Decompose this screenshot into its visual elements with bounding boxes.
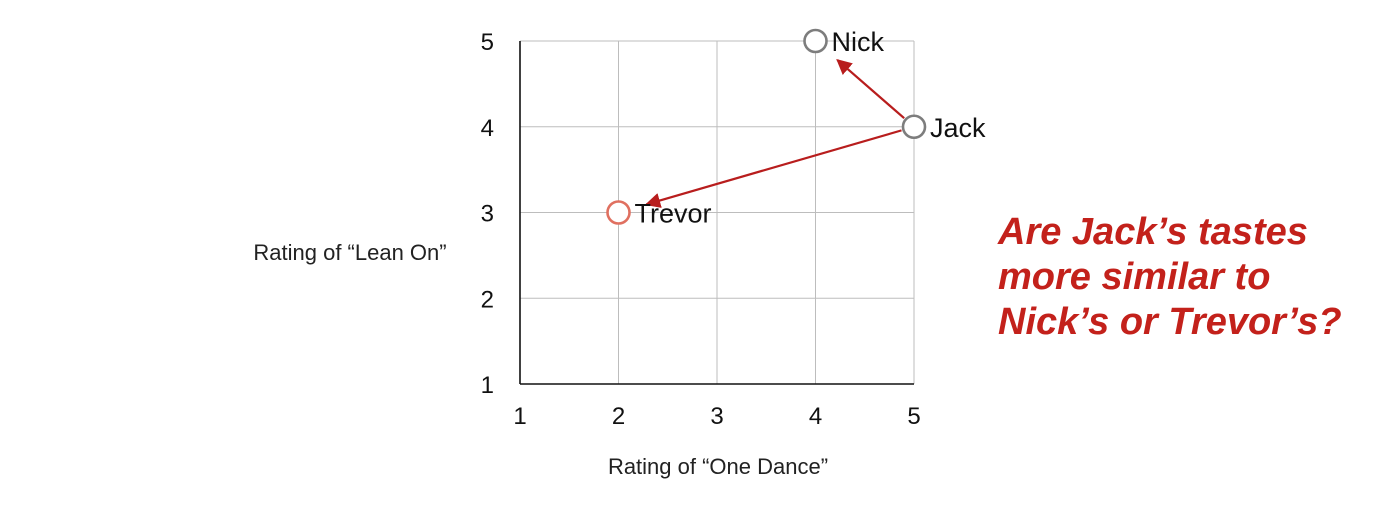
x-tick-label-4: 4 [809, 403, 822, 430]
question-line-3: Nick’s or Trevor’s? [998, 301, 1342, 343]
y-tick-label-5: 5 [481, 29, 494, 56]
x-tick-label-3: 3 [710, 403, 723, 430]
x-tick-label-2: 2 [612, 403, 625, 430]
point-trevor [606, 200, 631, 225]
scatter-chart: 1 2 3 4 5 1 2 3 4 5 Nick Jack Trevor Rating of “One… [253, 27, 986, 479]
point-label-trevor: Trevor [635, 199, 712, 229]
point-nick [803, 28, 828, 54]
y-tick-label-3: 3 [481, 201, 494, 228]
x-tick-label-5: 5 [907, 403, 920, 430]
y-tick-label-1: 1 [481, 372, 494, 399]
x-axis-label: Rating of “One Dance” [608, 454, 828, 479]
tick-labels: 1 2 3 4 5 1 2 3 4 5 [481, 29, 921, 430]
grid-lines [520, 40, 915, 384]
y-tick-label-4: 4 [481, 115, 494, 142]
y-axis-label: Rating of “Lean On” [253, 240, 446, 265]
data-points: Nick Jack Trevor [606, 27, 986, 229]
arrow-jack-to-trevor [644, 129, 902, 208]
point-label-nick: Nick [832, 27, 885, 57]
axes [519, 41, 914, 385]
arrows [644, 59, 905, 208]
question-line-2: more similar to [998, 256, 1271, 298]
x-tick-label-1: 1 [513, 403, 526, 430]
y-tick-label-2: 2 [481, 286, 494, 313]
question-text: Are Jack’s tastes more similar to Nick’s… [998, 210, 1398, 345]
arrow-jack-to-nick [836, 59, 905, 120]
question-line-1: Are Jack’s tastes [998, 211, 1308, 253]
point-label-jack: Jack [930, 113, 986, 143]
point-jack [901, 114, 927, 140]
